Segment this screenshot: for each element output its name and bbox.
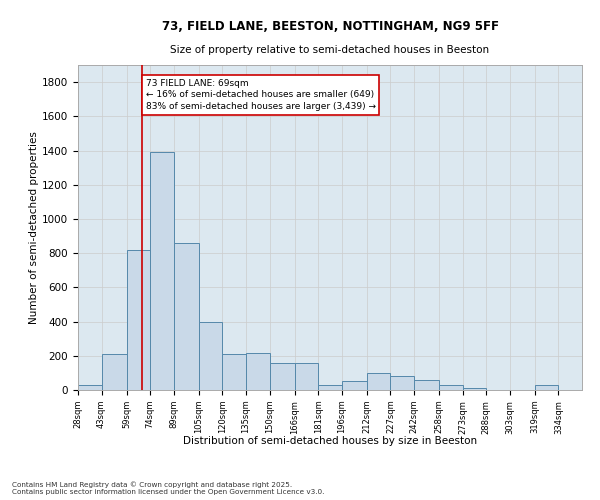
Bar [246,353,269,390]
Text: 73, FIELD LANE, BEESTON, NOTTINGHAM, NG9 5FF: 73, FIELD LANE, BEESTON, NOTTINGHAM, NG9… [161,20,499,33]
Bar [199,322,223,390]
Bar [150,152,174,390]
Bar [463,388,486,390]
Text: Contains HM Land Registry data © Crown copyright and database right 2025.
Contai: Contains HM Land Registry data © Crown c… [12,482,325,495]
Text: Size of property relative to semi-detached houses in Beeston: Size of property relative to semi-detach… [170,45,490,55]
Bar [78,385,101,390]
Bar [269,362,295,390]
Y-axis label: Number of semi-detached properties: Number of semi-detached properties [29,131,39,324]
Bar [295,362,318,390]
Bar [342,382,367,390]
Bar [101,354,127,390]
Bar [535,385,559,390]
Bar [174,243,199,390]
Text: 73 FIELD LANE: 69sqm
← 16% of semi-detached houses are smaller (649)
83% of semi: 73 FIELD LANE: 69sqm ← 16% of semi-detac… [146,78,376,112]
Bar [414,380,439,390]
Bar [367,373,391,390]
Bar [391,376,414,390]
Bar [439,385,463,390]
Bar [318,385,342,390]
Bar [127,250,150,390]
Bar [223,354,246,390]
X-axis label: Distribution of semi-detached houses by size in Beeston: Distribution of semi-detached houses by … [183,436,477,446]
